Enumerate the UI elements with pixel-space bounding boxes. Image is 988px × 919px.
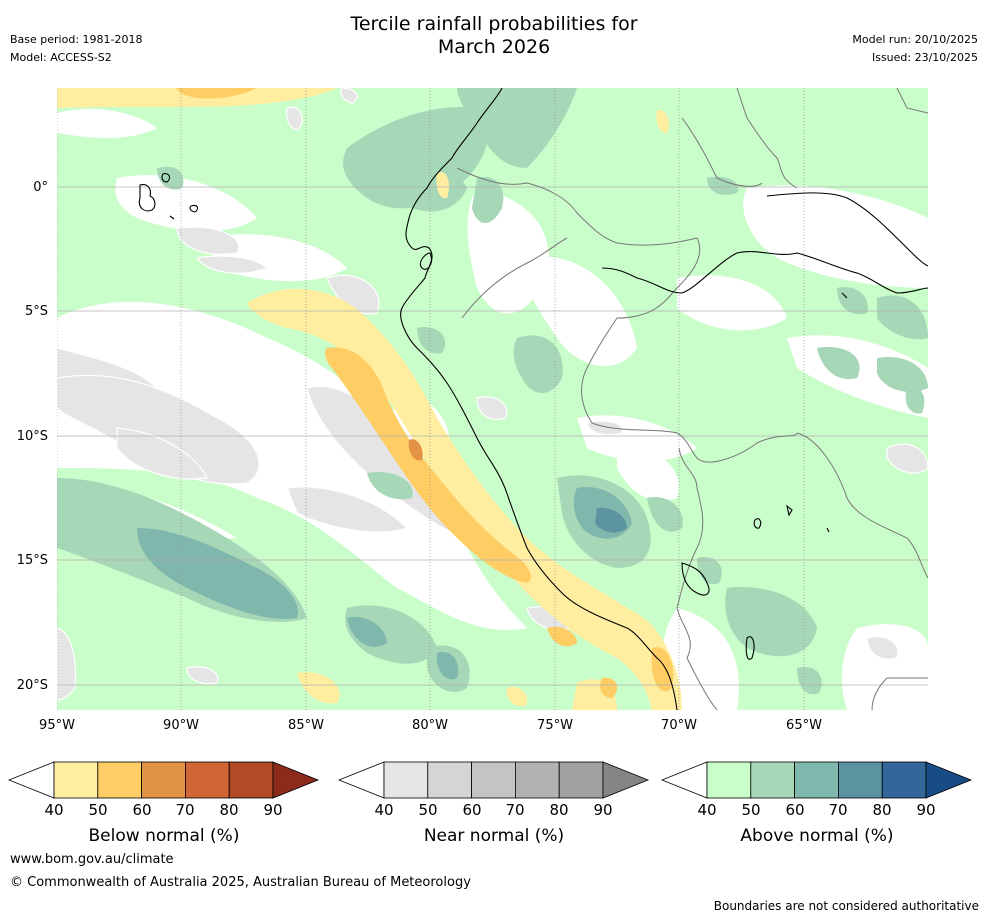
base-period: Base period: 1981-2018	[10, 33, 143, 46]
tick-below-40: 40	[44, 801, 64, 819]
tick-near-90: 90	[593, 801, 613, 819]
model-run: Model run: 20/10/2025	[852, 33, 978, 46]
tick-near-50: 50	[418, 801, 438, 819]
meta-left: Base period: 1981-2018 Model: ACCESS-S2	[10, 31, 142, 67]
colorbar-box-40-50	[706, 761, 752, 799]
meta-right: Model run: 20/10/2025 Issued: 23/10/2025	[852, 31, 978, 67]
tick-above-70: 70	[828, 801, 848, 819]
colorbar-box-70-80	[837, 761, 883, 799]
tick-above-80: 80	[872, 801, 892, 819]
colorbar-over-triangle	[925, 761, 973, 799]
colorbar-over-triangle	[272, 761, 320, 799]
tick-below-70: 70	[175, 801, 195, 819]
colorbar-above-normal	[661, 761, 973, 799]
tick-above-90: 90	[916, 801, 936, 819]
colorbar-box-70-80	[514, 761, 560, 799]
tick-below-50: 50	[88, 801, 108, 819]
colorbar-box-80-90	[881, 761, 927, 799]
lat-label-15s: 15°S	[16, 553, 48, 568]
tick-above-60: 60	[785, 801, 805, 819]
colorbar-under-triangle	[338, 761, 385, 799]
model-name: Model: ACCESS-S2	[10, 51, 112, 64]
colorbar-under-triangle	[661, 761, 708, 799]
colorbar-box-50-60	[97, 761, 143, 799]
lon-label-75w: 75°W	[537, 718, 573, 733]
tick-below-90: 90	[263, 801, 283, 819]
below-normal-40-50	[57, 88, 682, 710]
colorbar-label-near: Near normal (%)	[423, 826, 565, 846]
map-title: Tercile rainfall probabilities for March…	[0, 13, 988, 59]
colorbar-box-50-60	[427, 761, 473, 799]
lon-label-95w: 95°W	[39, 718, 75, 733]
rainfall-map	[57, 88, 928, 710]
colorbar-label-above: Above normal (%)	[740, 826, 894, 846]
lat-label-10s: 10°S	[16, 429, 48, 444]
colorbar-label-below: Below normal (%)	[88, 826, 240, 846]
lon-label-85w: 85°W	[288, 718, 324, 733]
issued-date: Issued: 23/10/2025	[871, 51, 978, 64]
boundary-disclaimer: Boundaries are not considered authoritat…	[713, 899, 979, 913]
tick-above-40: 40	[697, 801, 717, 819]
tick-above-50: 50	[741, 801, 761, 819]
colorbar-box-60-70	[794, 761, 839, 799]
colorbar-box-50-60	[750, 761, 796, 799]
colorbar-box-80-90	[228, 761, 274, 799]
tick-below-60: 60	[132, 801, 152, 819]
country-borders	[456, 88, 928, 710]
lon-label-70w: 70°W	[661, 718, 697, 733]
tick-near-60: 60	[462, 801, 482, 819]
lon-label-65w: 65°W	[786, 718, 822, 733]
colorbar-under-triangle	[8, 761, 55, 799]
lat-label-0: 0°	[33, 180, 48, 195]
tick-near-40: 40	[374, 801, 394, 819]
lat-label-20s: 20°S	[16, 678, 48, 693]
title-line-2: March 2026	[437, 36, 551, 58]
lat-label-5s: 5°S	[24, 304, 48, 319]
colorbar-near-normal	[338, 761, 650, 799]
copyright-text: © Commonwealth of Australia 2025, Austra…	[10, 875, 471, 890]
colorbar-box-60-70	[471, 761, 516, 799]
colorbar-below-normal	[8, 761, 320, 799]
colorbar-box-40-50	[53, 761, 99, 799]
colorbar-box-40-50	[383, 761, 429, 799]
above-normal-70-80	[595, 507, 627, 533]
lon-label-80w: 80°W	[412, 718, 448, 733]
colorbar-box-80-90	[558, 761, 604, 799]
colorbar-over-triangle	[602, 761, 650, 799]
tick-below-80: 80	[219, 801, 239, 819]
colorbar-box-70-80	[184, 761, 230, 799]
tick-near-80: 80	[549, 801, 569, 819]
lon-label-90w: 90°W	[163, 718, 199, 733]
coastline	[138, 88, 928, 710]
tick-near-70: 70	[505, 801, 525, 819]
colorbar-box-60-70	[141, 761, 186, 799]
below-normal-60-70	[408, 439, 423, 461]
title-line-1: Tercile rainfall probabilities for	[350, 13, 638, 35]
website-link[interactable]: www.bom.gov.au/climate	[10, 852, 174, 867]
